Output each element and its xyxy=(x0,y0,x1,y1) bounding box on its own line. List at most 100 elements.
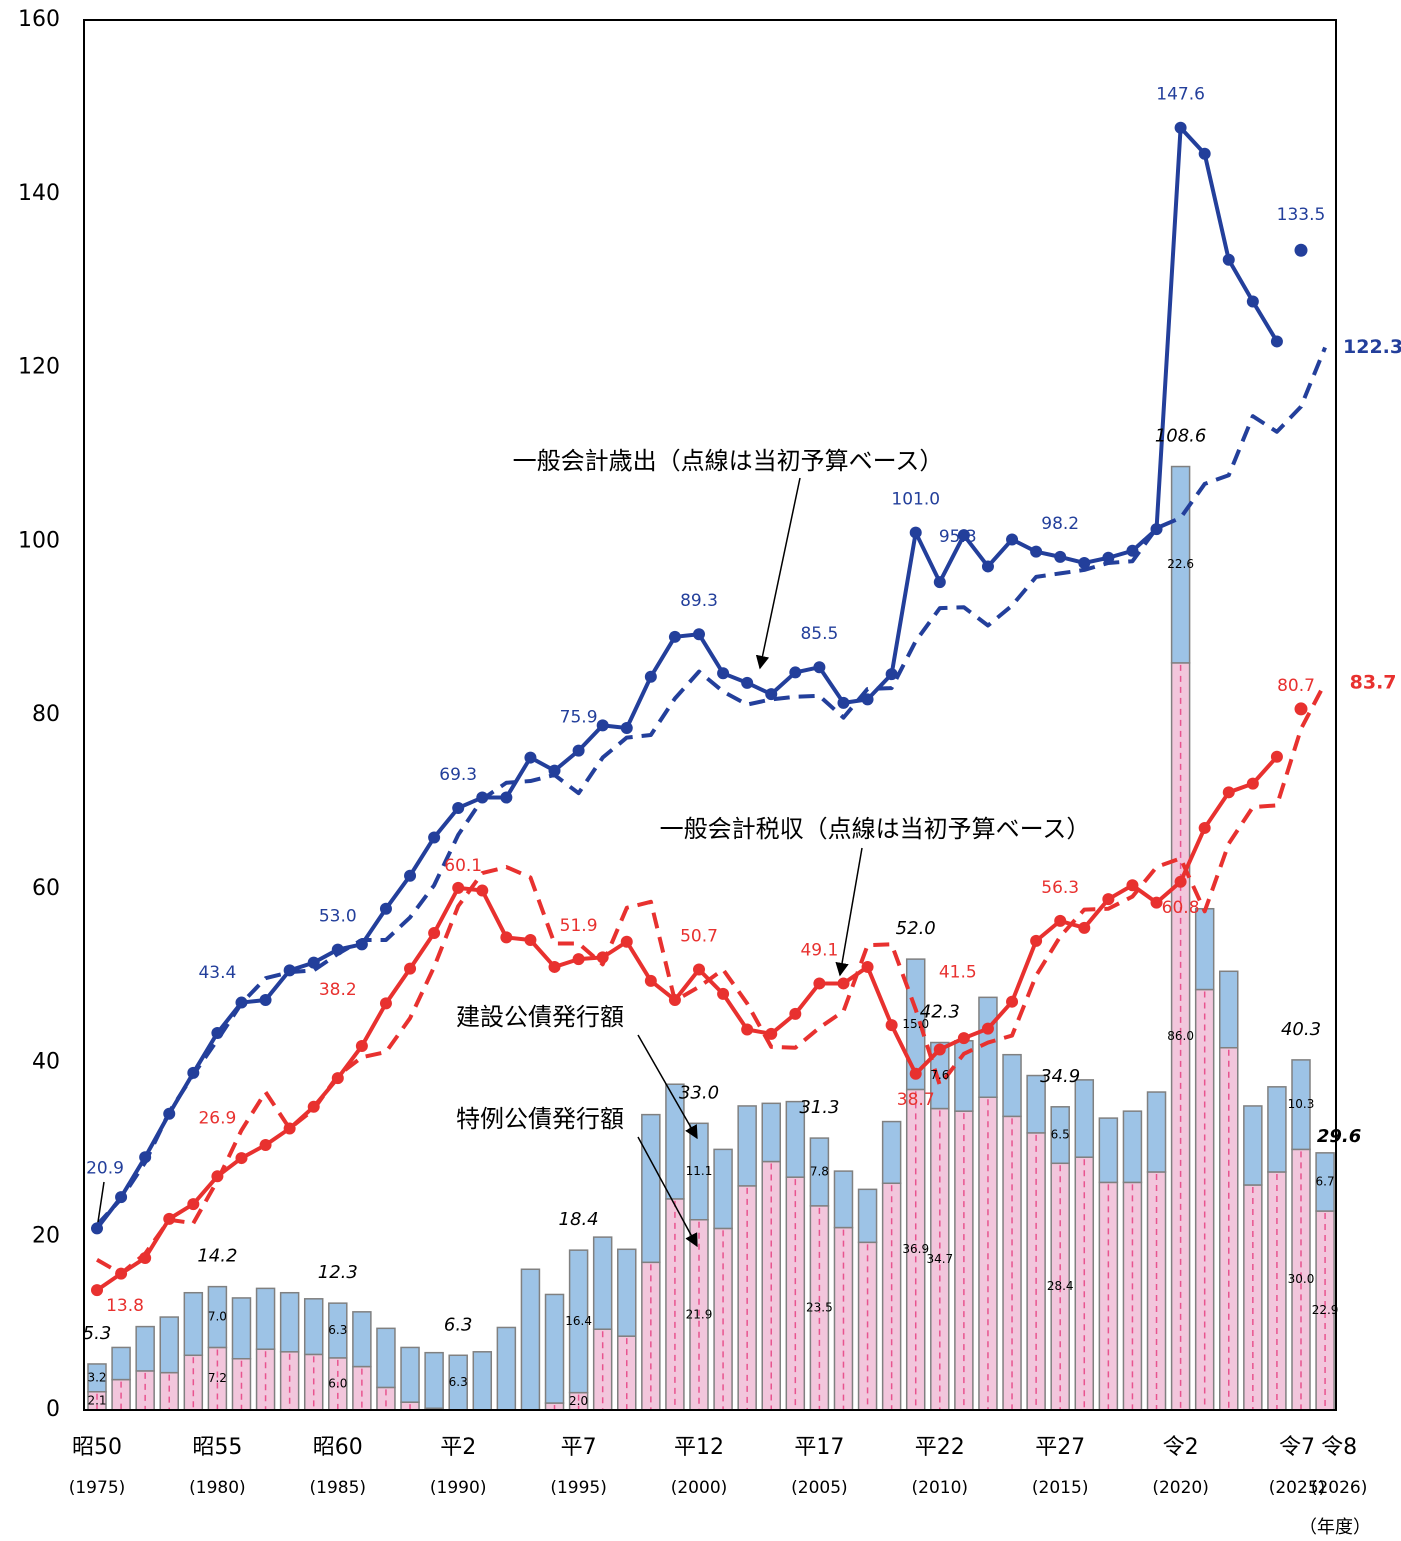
data-label: 43.4 xyxy=(198,963,236,983)
x-year-label: (2000) xyxy=(671,1478,728,1498)
point xyxy=(500,791,513,804)
total-label: 108.6 xyxy=(1155,426,1207,447)
bar-segment xyxy=(881,1120,902,1185)
data-label: 56.3 xyxy=(1041,878,1079,898)
point xyxy=(355,1039,368,1052)
annotation: 建設公債発行額 xyxy=(456,1003,624,1031)
leader-line xyxy=(97,1181,105,1223)
x-tick-label: 昭50 xyxy=(72,1435,122,1460)
point xyxy=(259,993,272,1006)
point xyxy=(620,935,633,948)
data-label: 13.8 xyxy=(106,1296,144,1316)
point xyxy=(957,1032,970,1045)
segment-label: 2.0 xyxy=(569,1394,588,1408)
point xyxy=(717,987,730,1000)
bar-segment xyxy=(496,1326,517,1411)
point xyxy=(1006,533,1019,546)
point xyxy=(1078,556,1091,569)
point xyxy=(163,1212,176,1225)
bar-segment xyxy=(352,1311,372,1368)
point xyxy=(885,1019,898,1032)
point xyxy=(428,831,441,844)
point xyxy=(861,693,874,706)
x-year-label: (1995) xyxy=(550,1478,607,1498)
x-year-label: (2020) xyxy=(1152,1478,1209,1498)
point xyxy=(1246,777,1259,790)
segment-label: 11.1 xyxy=(686,1164,713,1178)
point xyxy=(909,526,922,539)
point xyxy=(91,1222,103,1235)
point xyxy=(1102,893,1115,906)
total-label: 33.0 xyxy=(679,1082,719,1103)
data-label: 95.3 xyxy=(939,527,977,547)
bar-segment xyxy=(159,1316,179,1374)
estimate-point xyxy=(1294,243,1308,257)
point xyxy=(379,902,392,915)
bar-segment xyxy=(857,1188,878,1244)
total-label: 14.2 xyxy=(197,1246,237,1267)
point xyxy=(1030,545,1043,558)
data-label: 60.8 xyxy=(1162,898,1200,918)
x-year-label: (1990) xyxy=(430,1478,487,1498)
segment-label: 23.5 xyxy=(806,1300,833,1314)
point xyxy=(500,931,513,944)
point xyxy=(813,661,826,674)
point xyxy=(404,869,417,882)
x-tick-label: 令8 xyxy=(1321,1435,1357,1460)
point xyxy=(861,960,874,973)
data-label: 98.2 xyxy=(1041,514,1079,534)
point xyxy=(1222,786,1235,799)
bar-segment xyxy=(1146,1091,1167,1173)
point xyxy=(572,953,585,966)
segment-label: 16.4 xyxy=(565,1314,592,1328)
bar-segment xyxy=(279,1291,300,1353)
point xyxy=(789,666,802,679)
data-label: 41.5 xyxy=(939,962,977,982)
bar-segment xyxy=(183,1291,204,1357)
point xyxy=(91,1284,103,1297)
bar-segment xyxy=(1219,970,1239,1049)
bar-segment xyxy=(1267,1086,1287,1173)
segment-label: 21.9 xyxy=(686,1307,713,1321)
data-label: 75.9 xyxy=(560,708,598,728)
y-tick-label: 160 xyxy=(18,7,60,32)
segment-label: 7.2 xyxy=(208,1371,227,1385)
total-label: 52.0 xyxy=(896,918,936,939)
point xyxy=(524,751,537,764)
point xyxy=(235,1152,248,1165)
segment-label: 22.6 xyxy=(1167,557,1194,571)
segment-label: 2.1 xyxy=(87,1393,106,1407)
annotation-arrow xyxy=(637,1034,698,1140)
point xyxy=(668,993,681,1006)
point xyxy=(115,1267,128,1280)
x-tick-label: 平17 xyxy=(794,1435,844,1460)
x-tick-label: 平12 xyxy=(674,1435,724,1460)
point xyxy=(981,560,994,573)
point xyxy=(1270,750,1283,763)
y-tick-label: 20 xyxy=(32,1223,60,1248)
point xyxy=(139,1151,152,1164)
bar-segment xyxy=(617,1248,637,1337)
point xyxy=(933,1043,946,1056)
bar-segment xyxy=(1074,1079,1095,1158)
point xyxy=(693,628,705,641)
bar-segment xyxy=(255,1287,276,1350)
point xyxy=(596,951,609,964)
point xyxy=(765,1027,778,1040)
x-axis-label: （年度） xyxy=(1299,1517,1371,1538)
total-label: 31.3 xyxy=(799,1097,839,1118)
bar-segment xyxy=(472,1351,493,1411)
bar-segment xyxy=(1098,1117,1119,1184)
annotation: 特例公債発行額 xyxy=(456,1105,624,1133)
x-tick-label: 令7 xyxy=(1279,1435,1315,1460)
point xyxy=(572,744,585,757)
x-year-label: (1980) xyxy=(189,1478,246,1498)
x-tick-label: 平27 xyxy=(1035,1435,1085,1460)
point xyxy=(428,927,441,940)
bar-segment xyxy=(231,1297,252,1360)
x-tick-label: 平22 xyxy=(915,1435,965,1460)
bar-segment xyxy=(376,1327,396,1389)
point xyxy=(837,696,850,709)
point xyxy=(307,1100,320,1113)
